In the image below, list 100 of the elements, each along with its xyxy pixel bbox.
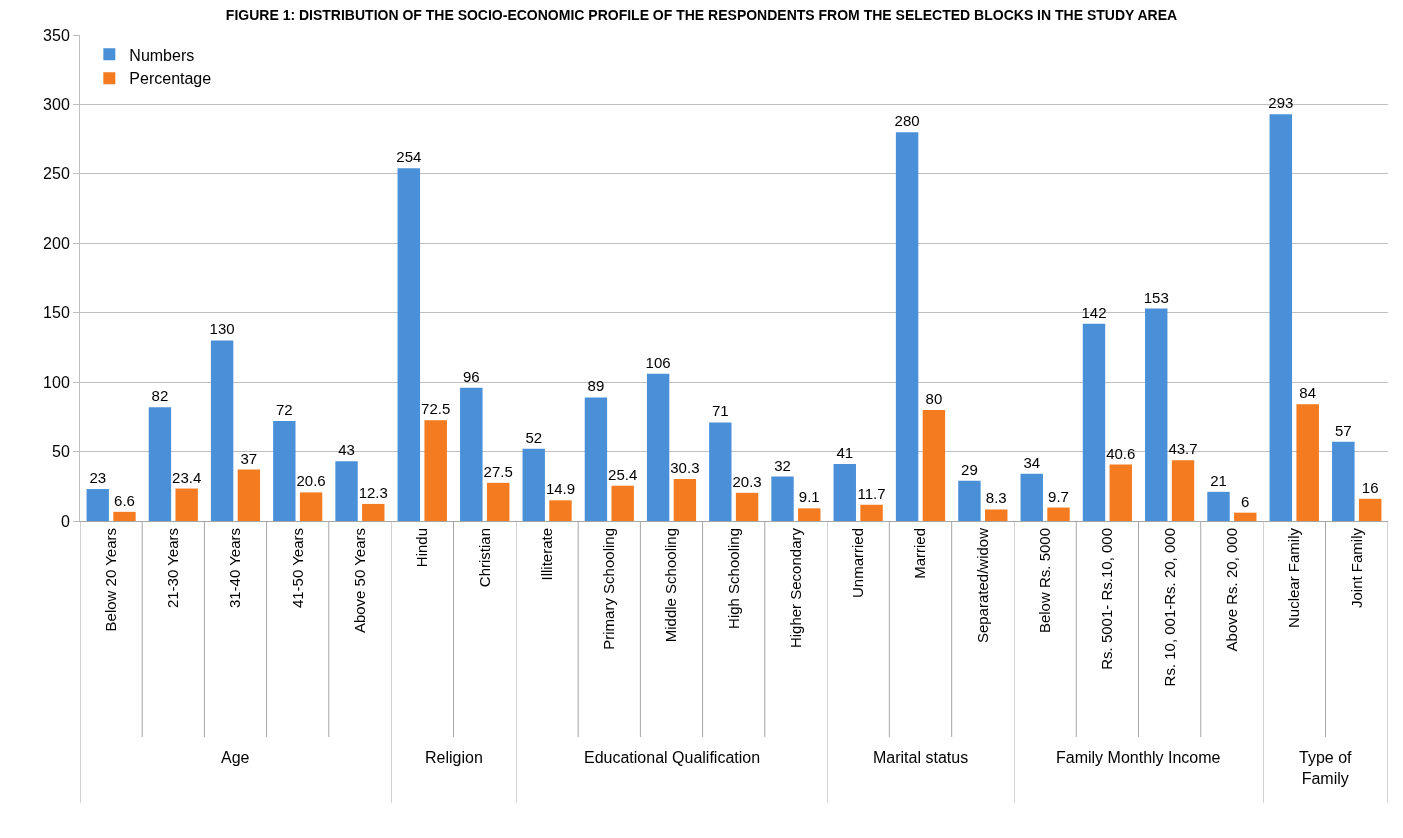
data-label: 23.4: [172, 468, 202, 486]
data-label: 84: [1299, 384, 1317, 402]
x-tick-label: Higher Secondary: [786, 527, 804, 649]
x-tick-label: Below 20 Years: [101, 528, 119, 632]
data-label: 254: [396, 148, 422, 166]
x-tick-label: Below Rs. 5000: [1036, 528, 1054, 634]
bar: [549, 500, 572, 521]
bar: [896, 132, 919, 521]
y-tick-label: 100: [43, 373, 70, 391]
x-tick-label: Christian: [476, 528, 494, 588]
bar: [1083, 323, 1106, 521]
x-tick-label: Illiterate: [537, 528, 555, 581]
bar: [460, 387, 483, 521]
x-axis-title: Marital status: [873, 749, 969, 766]
data-label: 41: [836, 444, 854, 462]
data-label: 30.3: [670, 458, 700, 476]
bar: [299, 492, 323, 521]
bar: [771, 476, 794, 521]
data-label: 34: [1023, 453, 1041, 471]
bar: [335, 461, 358, 521]
bar: [985, 509, 1008, 521]
bar: [1020, 473, 1044, 521]
bar: [798, 508, 821, 521]
data-label: 9.1: [798, 488, 820, 506]
data-label: 71: [711, 402, 729, 420]
bar: [487, 482, 510, 521]
data-label: 12.3: [358, 483, 388, 501]
bar: [1296, 404, 1320, 521]
bar: [923, 409, 946, 521]
x-tick-label: 41-50 Years: [288, 528, 306, 609]
data-label: 29: [961, 460, 979, 478]
data-label: 96: [463, 367, 481, 385]
y-tick-label: 0: [60, 512, 70, 530]
legend-label: Numbers: [129, 46, 195, 64]
bar: [1047, 507, 1070, 521]
data-label: 43: [338, 441, 355, 459]
y-tick-label: 250: [43, 165, 70, 183]
data-label: 80: [925, 389, 943, 407]
x-tick-label: Hindu: [413, 528, 431, 568]
x-tick-label: Rs. 10, 001-Rs. 20, 000: [1160, 528, 1178, 687]
x-axis-title: Religion: [425, 749, 484, 766]
y-tick-label: 150: [43, 304, 70, 322]
bar: [833, 464, 857, 521]
bar: [175, 488, 198, 521]
data-label: 153: [1144, 288, 1170, 306]
data-label: 72.5: [421, 400, 451, 418]
bar: [1172, 460, 1195, 521]
bar: [397, 168, 421, 521]
bar: [210, 340, 234, 521]
bar: [113, 511, 136, 521]
x-tick-label: Married: [911, 528, 929, 579]
data-label: 27.5: [484, 462, 514, 480]
x-tick-label: 21-30 Years: [164, 528, 182, 609]
bar: [1269, 114, 1293, 521]
bar: [611, 485, 634, 521]
data-label: 130: [209, 320, 235, 338]
data-label: 11.7: [857, 484, 887, 502]
data-label: 9.7: [1048, 487, 1070, 505]
bar: [1109, 464, 1133, 521]
x-tick-label: Primary Schooling: [600, 528, 618, 650]
data-label: 20.6: [296, 472, 326, 490]
data-label: 8.3: [986, 489, 1008, 507]
y-tick-label: 300: [43, 96, 70, 114]
bar: [362, 503, 385, 521]
bar: [522, 448, 545, 521]
y-tick-label: 350: [43, 26, 70, 44]
bar: [646, 373, 670, 521]
x-tick-label: High Schooling: [724, 528, 742, 629]
x-axis-title: Family Monthly Income: [1056, 749, 1221, 766]
data-label: 16: [1362, 478, 1379, 496]
data-label: 89: [587, 377, 605, 395]
bar: [1332, 441, 1355, 521]
data-label: 20.3: [732, 472, 762, 490]
data-label: 43.7: [1168, 440, 1198, 458]
x-axis-title: Age: [221, 749, 250, 766]
bar: [1145, 308, 1168, 521]
x-axis-title: Type of Family: [1299, 749, 1353, 787]
x-tick-label: Nuclear Family: [1285, 527, 1303, 629]
x-axis-title: Educational Qualification: [584, 749, 761, 766]
x-tick-label: Unmarried: [849, 528, 867, 599]
data-label: 23: [89, 469, 107, 487]
x-tick-label: 31-40 Years: [226, 528, 244, 609]
x-tick-label: Rs. 5001- Rs.10, 000: [1098, 528, 1116, 670]
data-label: 57: [1335, 421, 1353, 439]
bar: [735, 492, 759, 521]
bar: [424, 420, 448, 521]
data-label: 40.6: [1106, 444, 1136, 462]
legend-label: Percentage: [129, 70, 212, 88]
bar: [584, 397, 608, 521]
text: FIGURE 1: DISTRIBUTION OF THE SOCIO-ECONOMIC PROFILE OF THE RESPONDENTS FROM THE SELECTED BLOCKS IN THE STUDY AREA: [225, 7, 1178, 24]
data-label: 21: [1210, 471, 1228, 489]
bar: [148, 407, 172, 521]
bar: [673, 478, 697, 521]
x-tick-label: Middle Schooling: [662, 528, 680, 643]
data-label: 6.6: [114, 491, 135, 509]
data-label: 280: [895, 112, 921, 130]
bar: [1359, 498, 1382, 521]
data-label: 37: [240, 449, 258, 467]
data-label: 106: [645, 353, 671, 371]
bar: [958, 480, 982, 521]
